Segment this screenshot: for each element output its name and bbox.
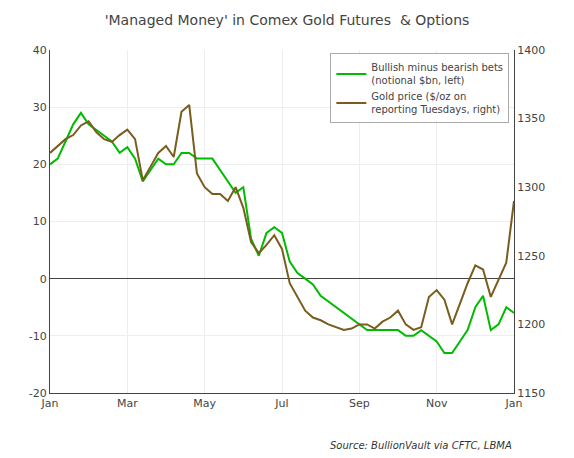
svg-text:May: May xyxy=(193,397,216,410)
svg-text:Mar: Mar xyxy=(117,397,138,410)
svg-text:Gold price ($/oz onreporting T: Gold price ($/oz onreporting Tuesdays, r… xyxy=(371,91,500,115)
svg-text:0: 0 xyxy=(40,273,47,286)
svg-text:Source: BullionVault via CFTC,: Source: BullionVault via CFTC, LBMA xyxy=(330,440,512,451)
svg-text:30: 30 xyxy=(33,101,47,114)
svg-text:-20: -20 xyxy=(29,387,47,400)
svg-text:Jan: Jan xyxy=(41,397,59,410)
svg-text:1400: 1400 xyxy=(517,44,545,57)
svg-text:40: 40 xyxy=(33,44,47,57)
svg-text:1200: 1200 xyxy=(517,318,545,331)
svg-text:20: 20 xyxy=(33,158,47,171)
svg-text:Jan: Jan xyxy=(505,397,523,410)
svg-text:1150: 1150 xyxy=(517,387,545,400)
svg-text:Sep: Sep xyxy=(349,397,370,410)
svg-text:1250: 1250 xyxy=(517,250,545,263)
svg-text:Bullish minus bearish bets(not: Bullish minus bearish bets(notional $bn,… xyxy=(371,62,503,86)
svg-text:'Managed Money' in Comex Gold: 'Managed Money' in Comex Gold Futures & … xyxy=(105,12,470,28)
svg-text:Nov: Nov xyxy=(426,397,448,410)
svg-text:10: 10 xyxy=(33,215,47,228)
svg-text:1300: 1300 xyxy=(517,181,545,194)
svg-text:1350: 1350 xyxy=(517,112,545,125)
svg-text:Jul: Jul xyxy=(274,397,288,410)
svg-text:-10: -10 xyxy=(29,330,47,343)
